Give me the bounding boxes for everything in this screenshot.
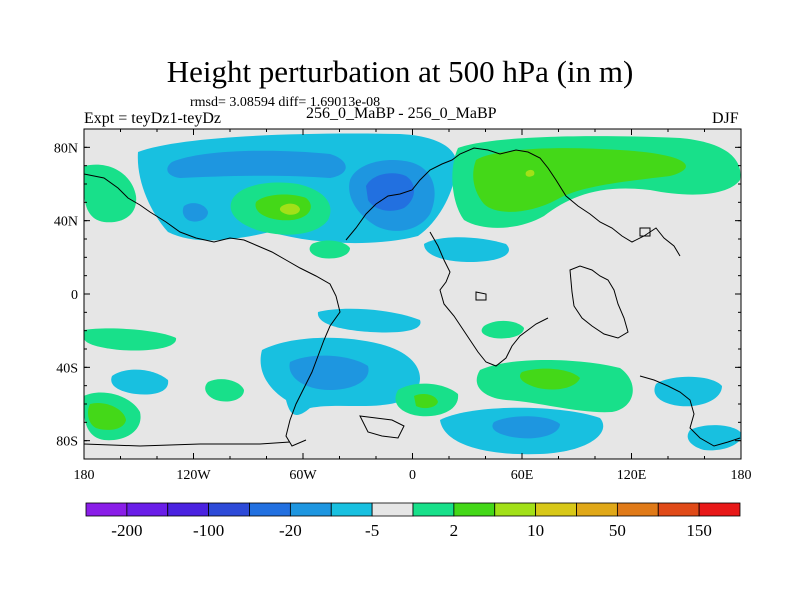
lon-tick-label: 120E <box>617 468 647 483</box>
anomaly-south-east-pacific-low <box>654 376 722 407</box>
colorbar <box>85 502 741 517</box>
anomaly-eurasia-core <box>525 169 535 177</box>
colorbar-swatch <box>453 502 496 517</box>
colorbar-labels: -200 -100 -20 -5 2 10 50 150 <box>111 521 712 540</box>
anomaly-north-pacific-inner <box>167 150 346 178</box>
stats-label: rmsd= 3.08594 diff= 1.69013e-08 <box>190 95 381 110</box>
colorbar-label: -100 <box>193 521 224 540</box>
anomaly-south-pacific-high-core <box>88 402 126 430</box>
anomaly-tasman-low <box>687 425 741 451</box>
colorbar-swatch <box>412 502 455 517</box>
colorbar-swatch <box>535 502 577 517</box>
colorbar-label: 50 <box>609 521 626 540</box>
lat-tick-label: 80N <box>54 141 78 156</box>
latitude-axis: 80N 40N 0 40S 80S <box>54 141 741 450</box>
anomaly-south-atlantic-core <box>289 355 369 390</box>
coastlines <box>84 147 741 447</box>
anomaly-eurasia-arctic-high-core <box>473 148 686 212</box>
colorbar-label: 10 <box>527 521 544 540</box>
anomaly-west-pacific-low <box>182 203 208 222</box>
colorbar-swatch <box>616 502 659 517</box>
colorbar-swatch <box>126 502 169 517</box>
colorbar-label: -5 <box>365 521 379 540</box>
map-field <box>84 129 741 459</box>
experiment-label: Expt = teyDz1-teyDz <box>84 110 221 127</box>
anomaly-india-high <box>481 320 524 339</box>
lon-tick-label: 60E <box>511 468 534 483</box>
colorbar-swatch <box>249 502 291 517</box>
lat-tick-label: 0 <box>71 288 78 303</box>
colorbar-swatch <box>167 502 210 517</box>
colorbar-swatch <box>330 502 373 517</box>
colorbar-swatch <box>657 502 700 517</box>
colorbar-swatch <box>289 502 332 517</box>
lon-tick-label: 120W <box>176 468 211 483</box>
lon-tick-label: 60W <box>289 468 317 483</box>
longitude-axis: 180 120W 60W 0 60E 120E 180 <box>74 129 752 483</box>
colorbar-swatch <box>698 502 741 517</box>
lon-tick-label: 180 <box>74 468 95 483</box>
anomaly-atlantic-tropics <box>317 308 421 333</box>
anomaly-north-pacific-high-core <box>279 203 300 215</box>
anomaly-mediterranean-high <box>309 240 350 259</box>
anomaly-south-pacific-low <box>111 369 169 395</box>
anomaly-alaska-high <box>84 164 137 223</box>
anomaly-southeast-pacific-high <box>205 379 244 402</box>
lon-tick-label: 180 <box>731 468 752 483</box>
colorbar-swatch <box>494 502 537 517</box>
anomaly-south-indian-high-core <box>519 368 580 390</box>
anomaly-europe-low <box>424 237 509 262</box>
anomaly-southern-ocean-core <box>492 416 560 439</box>
plot-title: Height perturbation at 500 hPa (in m) <box>166 54 634 89</box>
anomaly-north-atlantic-core <box>366 173 415 211</box>
lat-tick-label: 80S <box>56 435 78 450</box>
lat-tick-label: 40N <box>54 215 78 230</box>
runs-label: 256_0_MaBP - 256_0_MaBP <box>306 105 497 122</box>
colorbar-swatch <box>371 502 414 517</box>
colorbar-label: 150 <box>686 521 712 540</box>
colorbar-swatch <box>85 502 128 517</box>
colorbar-swatch <box>576 502 618 517</box>
colorbar-label: 2 <box>450 521 459 540</box>
season-label: DJF <box>712 110 739 127</box>
colorbar-label: -200 <box>111 521 142 540</box>
lat-tick-label: 40S <box>56 361 78 376</box>
colorbar-swatch <box>208 502 250 517</box>
anomaly-west-pacific-tropics <box>84 328 177 351</box>
lon-tick-label: 0 <box>409 468 416 483</box>
anomaly-south-atlantic-high-core <box>414 394 438 409</box>
colorbar-label: -20 <box>279 521 302 540</box>
